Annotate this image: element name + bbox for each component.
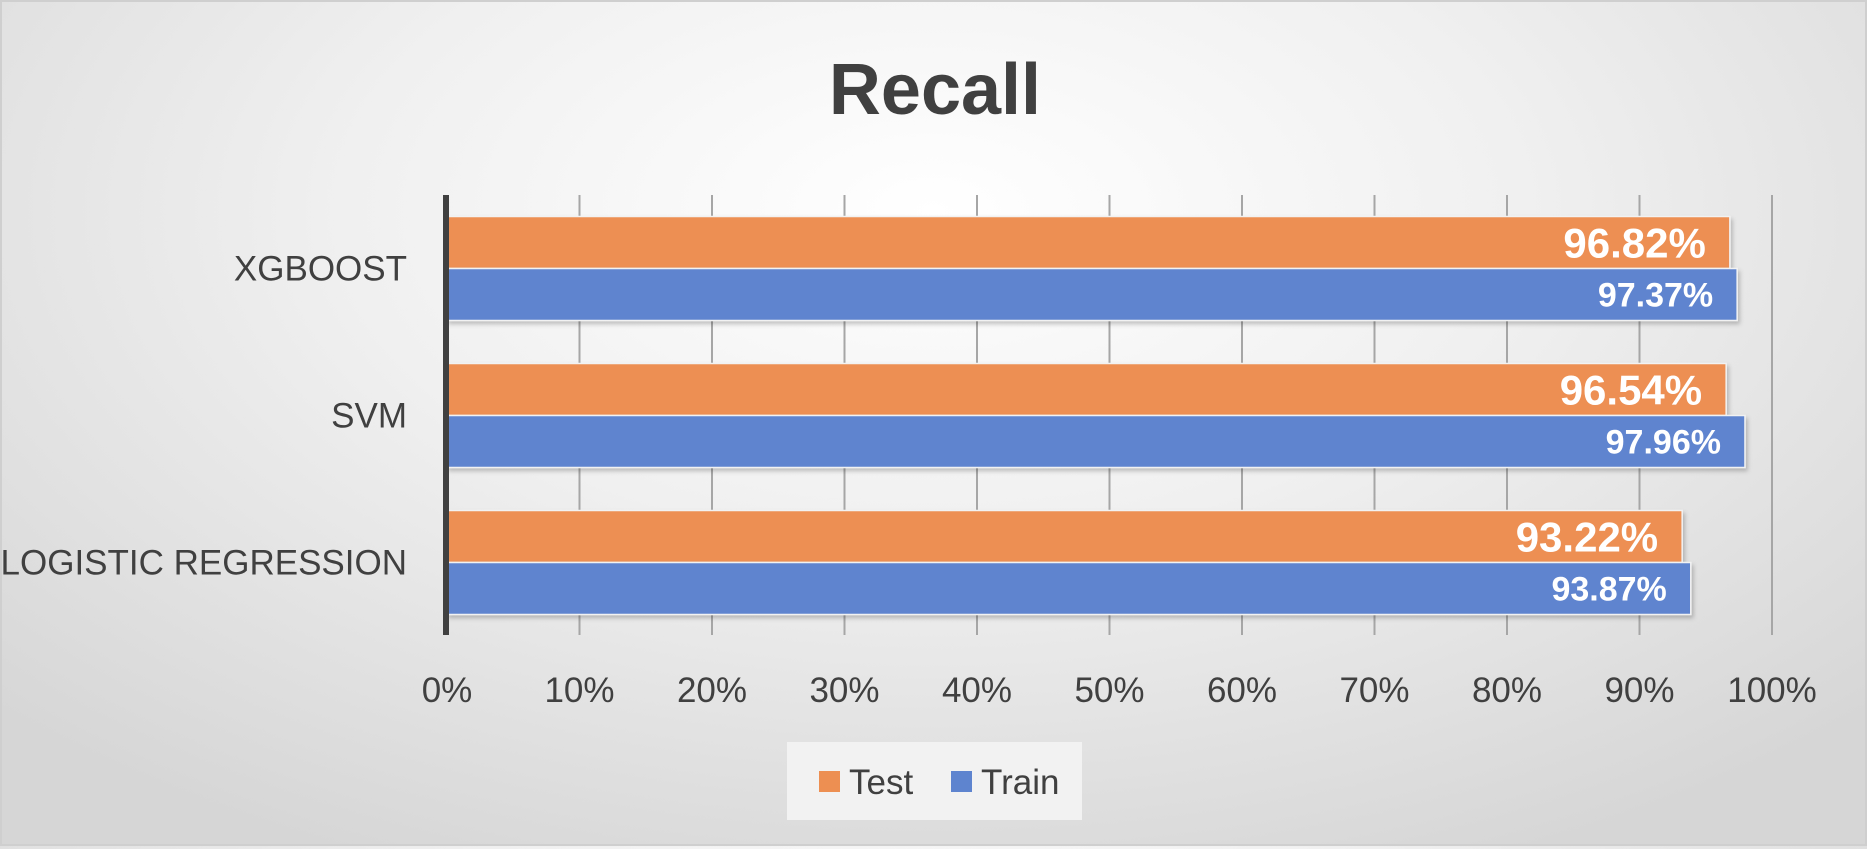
x-tick-label: 60% — [1207, 671, 1277, 710]
x-tick-label: 100% — [1727, 671, 1817, 710]
data-labels: 96.82% 97.37% 96.54% 97.96% 93.22% 93.87% — [1516, 220, 1721, 609]
category-label: SVM — [331, 397, 407, 436]
data-label: 93.87% — [1551, 571, 1666, 609]
x-tick-label: 0% — [422, 671, 473, 710]
x-tick-label: 20% — [677, 671, 747, 710]
bar-train — [446, 414, 1746, 469]
bars — [446, 215, 1746, 616]
bar-train — [446, 267, 1738, 322]
axes: 0% 10% 20% 30% 40% 50% 60% 70% 80% 90% 100% XGBOOST… — [1, 195, 1817, 710]
category-label: XGBOOST — [234, 250, 407, 289]
x-tick-label: 30% — [809, 671, 879, 710]
category-label: LOGISTIC REGRESSION — [2, 544, 407, 583]
legend-swatch-train — [951, 771, 972, 792]
data-label: 93.22% — [1516, 514, 1658, 561]
bar-test — [446, 362, 1727, 417]
x-tick-label: 10% — [544, 671, 614, 710]
legend-label-train: Train — [981, 763, 1059, 802]
chart-title: Recall — [829, 50, 1041, 130]
legend-swatch-test — [819, 771, 840, 792]
x-tick-label: 90% — [1604, 671, 1674, 710]
legend: Test Train — [787, 742, 1082, 820]
x-tick-label: 70% — [1339, 671, 1409, 710]
x-tick-label: 50% — [1074, 671, 1144, 710]
bar-test — [446, 509, 1683, 564]
x-tick-label: 40% — [942, 671, 1012, 710]
bar-test — [446, 215, 1731, 270]
data-label: 97.37% — [1598, 277, 1713, 315]
legend-label-test: Test — [849, 763, 913, 802]
data-label: 96.82% — [1563, 220, 1705, 267]
data-label: 97.96% — [1606, 424, 1721, 462]
data-label: 96.54% — [1560, 367, 1702, 414]
x-tick-label: 80% — [1472, 671, 1542, 710]
bar-train — [446, 561, 1692, 616]
